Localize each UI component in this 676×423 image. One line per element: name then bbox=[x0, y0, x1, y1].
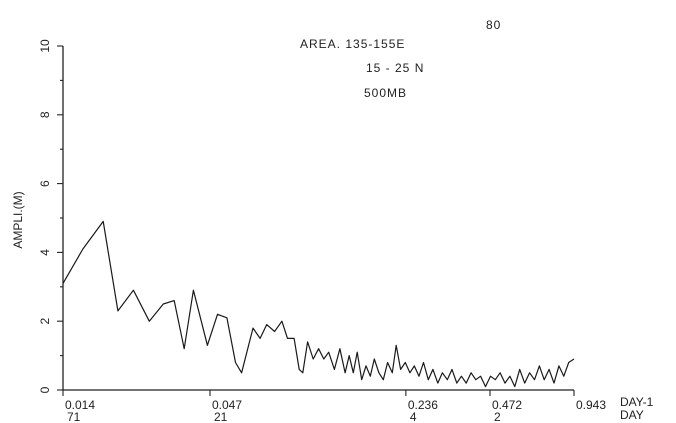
annotation-lat: 15 - 25 N bbox=[366, 61, 424, 75]
x-tick-sublabel-3: 2 bbox=[494, 410, 501, 423]
series-line-0 bbox=[62, 220, 575, 388]
x-tick-label-2: 0.236 bbox=[408, 398, 438, 412]
y-axis: 0 2 4 6 8 10 bbox=[38, 39, 64, 393]
y-tick-label-0: 0 bbox=[38, 386, 52, 393]
x-tick-label-1: 0.047 bbox=[212, 398, 242, 412]
x-axis-title: DAY-1 bbox=[620, 395, 654, 409]
x-tick-sublabel-1: 21 bbox=[214, 410, 228, 423]
x-tick-label-4: 0.943 bbox=[576, 398, 606, 412]
annotation-block: AREA. 135-155E 15 - 25 N 500MB bbox=[300, 37, 424, 100]
y-tick-label-10: 10 bbox=[38, 39, 52, 53]
x-tick-label-3: 0.472 bbox=[492, 398, 522, 412]
x-tick-sublabel-2: 4 bbox=[410, 410, 417, 423]
y-tick-label-6: 6 bbox=[38, 180, 52, 187]
y-tick-label-2: 2 bbox=[38, 318, 52, 325]
x-axis-title-2: DAY bbox=[620, 408, 644, 422]
y-axis-title: AMPLI.(M) bbox=[11, 191, 25, 248]
annotation-area: AREA. 135-155E bbox=[300, 37, 405, 51]
y-tick-label-4: 4 bbox=[38, 249, 52, 256]
x-tick-sublabel-0: 71 bbox=[67, 410, 81, 423]
x-tick-label-0: 0.014 bbox=[65, 398, 95, 412]
page-number: 80 bbox=[486, 18, 501, 32]
series-layer bbox=[62, 220, 575, 388]
y-tick-label-8: 8 bbox=[38, 111, 52, 118]
annotation-level: 500MB bbox=[364, 86, 407, 100]
